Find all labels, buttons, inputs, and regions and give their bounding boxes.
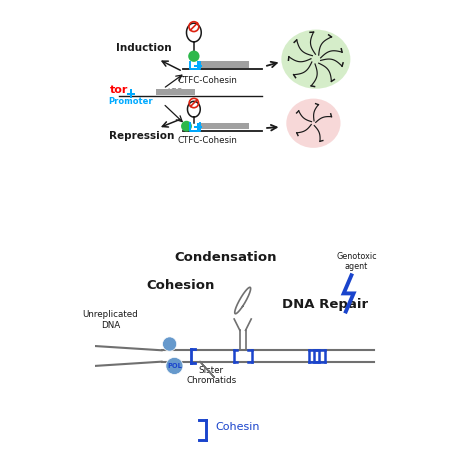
Text: tor: tor [110, 85, 128, 95]
Bar [197, 123, 199, 132]
Circle shape [166, 357, 183, 374]
Bar [193, 64, 202, 66]
Text: Sister
Chromatids: Sister Chromatids [186, 365, 237, 385]
Text: Induction: Induction [116, 43, 171, 53]
Text: YFG: YFG [168, 88, 183, 97]
Bar [130, 90, 132, 98]
Circle shape [163, 337, 177, 351]
Text: POL: POL [167, 363, 182, 369]
Text: Cohesin: Cohesin [216, 422, 260, 432]
Bar [200, 61, 249, 68]
Text: CTFC-Cohesin: CTFC-Cohesin [177, 75, 237, 84]
Text: CTFC-Cohesin: CTFC-Cohesin [177, 137, 237, 146]
Bar [197, 61, 199, 70]
Ellipse shape [282, 29, 350, 89]
Bar [127, 93, 136, 95]
Bar [193, 126, 202, 128]
Text: Unreplicated
DNA: Unreplicated DNA [82, 310, 138, 329]
Circle shape [181, 121, 192, 132]
Circle shape [188, 51, 200, 62]
Text: Promoter: Promoter [109, 97, 153, 106]
Bar [200, 122, 249, 129]
Bar [155, 89, 195, 95]
Text: Repression: Repression [109, 131, 175, 141]
Text: Cohesion: Cohesion [146, 279, 214, 292]
Text: Condensation: Condensation [174, 251, 277, 264]
Text: Genotoxic
agent: Genotoxic agent [336, 252, 377, 271]
Text: DNA Repair: DNA Repair [282, 298, 368, 310]
Ellipse shape [286, 99, 340, 148]
